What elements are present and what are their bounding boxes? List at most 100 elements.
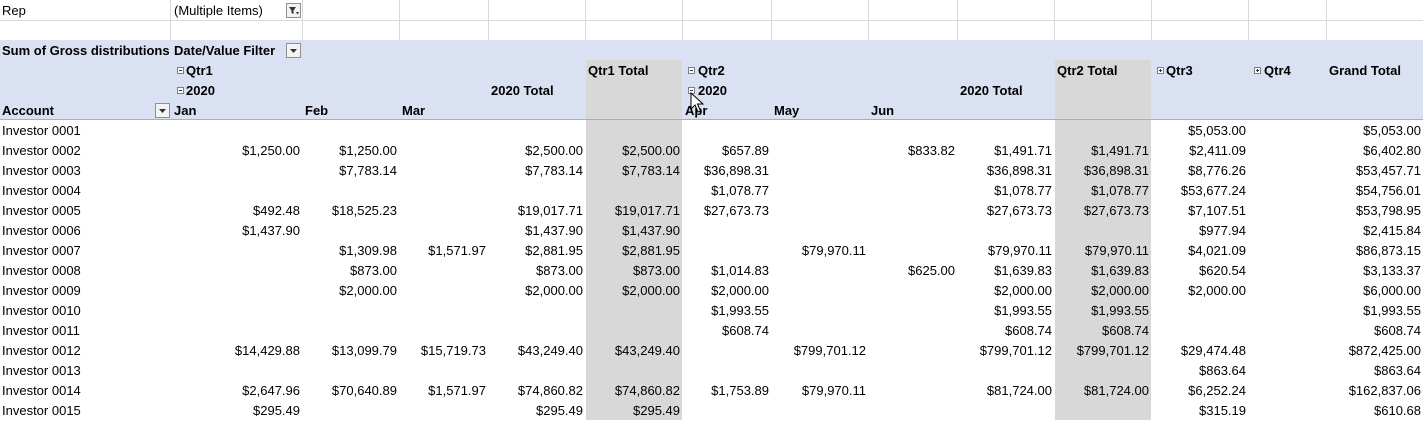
value-cell-q4[interactable] bbox=[1248, 181, 1324, 201]
value-cell-gt[interactable]: $6,000.00 bbox=[1363, 283, 1421, 298]
value-cell-jan[interactable] bbox=[170, 321, 300, 341]
value-cell-jun[interactable] bbox=[868, 361, 955, 381]
value-cell-q4[interactable] bbox=[1248, 341, 1324, 361]
value-cell-gt[interactable]: $53,798.95 bbox=[1355, 203, 1421, 218]
value-cell-q2t[interactable] bbox=[1054, 221, 1149, 241]
value-cell-q2t[interactable]: $1,993.55 bbox=[1091, 303, 1149, 318]
value-cell-jun[interactable] bbox=[868, 201, 955, 221]
value-cell-may[interactable] bbox=[771, 181, 866, 201]
expand-qtr3-toggle[interactable] bbox=[1157, 67, 1164, 74]
value-cell-apr[interactable] bbox=[682, 401, 769, 421]
values-field-label[interactable]: Sum of Gross distributions bbox=[2, 43, 170, 58]
value-cell-q2t[interactable]: $81,724.00 bbox=[1083, 383, 1149, 398]
value-cell-jun[interactable]: $833.82 bbox=[908, 143, 955, 158]
value-cell-feb[interactable]: $873.00 bbox=[350, 263, 397, 278]
value-cell-feb[interactable] bbox=[302, 321, 397, 341]
value-cell-jan[interactable] bbox=[170, 181, 300, 201]
value-cell-y1[interactable]: $19,017.71 bbox=[517, 203, 583, 218]
value-cell-y1[interactable] bbox=[488, 301, 583, 321]
value-cell-y2[interactable]: $1,491.71 bbox=[994, 143, 1052, 158]
value-cell-q2t[interactable]: $799,701.12 bbox=[1076, 343, 1149, 358]
value-cell-jun[interactable]: $625.00 bbox=[908, 263, 955, 278]
value-cell-q4[interactable] bbox=[1248, 301, 1324, 321]
value-cell-q4[interactable] bbox=[1248, 201, 1324, 221]
column-filter-label[interactable]: Date/Value Filter bbox=[174, 43, 276, 58]
value-cell-q1t[interactable]: $2,500.00 bbox=[622, 143, 680, 158]
value-cell-jan[interactable] bbox=[170, 281, 300, 301]
value-cell-q4[interactable] bbox=[1248, 221, 1324, 241]
value-cell-feb[interactable] bbox=[302, 181, 397, 201]
value-cell-feb[interactable]: $1,309.98 bbox=[339, 243, 397, 258]
value-cell-may[interactable] bbox=[771, 401, 866, 421]
value-cell-q1t[interactable] bbox=[585, 301, 680, 321]
value-cell-q1t[interactable]: $74,860.82 bbox=[614, 383, 680, 398]
value-cell-jan[interactable]: $1,250.00 bbox=[242, 143, 300, 158]
value-cell-y1[interactable]: $7,783.14 bbox=[525, 163, 583, 178]
value-cell-mar[interactable] bbox=[399, 161, 486, 181]
value-cell-jun[interactable] bbox=[868, 401, 955, 421]
value-cell-feb[interactable]: $13,099.79 bbox=[331, 343, 397, 358]
value-cell-jan[interactable] bbox=[170, 361, 300, 381]
value-cell-y1[interactable] bbox=[488, 121, 583, 141]
value-cell-feb[interactable] bbox=[302, 221, 397, 241]
value-cell-q4[interactable] bbox=[1248, 361, 1324, 381]
value-cell-y2[interactable]: $27,673.73 bbox=[986, 203, 1052, 218]
value-cell-mar[interactable]: $1,571.97 bbox=[428, 383, 486, 398]
value-cell-apr[interactable] bbox=[682, 221, 769, 241]
value-cell-q3[interactable]: $6,252.24 bbox=[1188, 383, 1246, 398]
value-cell-mar[interactable] bbox=[399, 121, 486, 141]
value-cell-gt[interactable]: $6,402.80 bbox=[1363, 143, 1421, 158]
value-cell-q3[interactable]: $863.64 bbox=[1199, 363, 1246, 378]
value-cell-q2t[interactable]: $36,898.31 bbox=[1083, 163, 1149, 178]
value-cell-y2[interactable] bbox=[957, 401, 1052, 421]
account-cell[interactable]: Investor 0008 bbox=[2, 263, 81, 278]
value-cell-q3[interactable]: $29,474.48 bbox=[1180, 343, 1246, 358]
value-cell-y2[interactable]: $79,970.11 bbox=[987, 243, 1052, 258]
value-cell-q1t[interactable]: $1,437.90 bbox=[622, 223, 680, 238]
account-cell[interactable]: Investor 0015 bbox=[2, 403, 81, 418]
value-cell-q2t[interactable]: $79,970.11 bbox=[1084, 243, 1149, 258]
value-cell-feb[interactable]: $2,000.00 bbox=[339, 283, 397, 298]
value-cell-q2t[interactable]: $608.74 bbox=[1102, 323, 1149, 338]
value-cell-feb[interactable]: $18,525.23 bbox=[331, 203, 397, 218]
value-cell-q1t[interactable]: $2,000.00 bbox=[622, 283, 680, 298]
value-cell-feb[interactable] bbox=[302, 361, 397, 381]
value-cell-jan[interactable] bbox=[170, 261, 300, 281]
value-cell-feb[interactable]: $1,250.00 bbox=[339, 143, 397, 158]
value-cell-y2[interactable]: $1,993.55 bbox=[994, 303, 1052, 318]
value-cell-y2[interactable]: $36,898.31 bbox=[986, 163, 1052, 178]
value-cell-apr[interactable]: $1,014.83 bbox=[711, 263, 769, 278]
value-cell-gt[interactable]: $610.68 bbox=[1374, 403, 1421, 418]
value-cell-q2t[interactable]: $2,000.00 bbox=[1091, 283, 1149, 298]
value-cell-jun[interactable] bbox=[868, 221, 955, 241]
value-cell-q3[interactable]: $2,411.09 bbox=[1189, 143, 1246, 158]
value-cell-may[interactable] bbox=[771, 361, 866, 381]
account-cell[interactable]: Investor 0009 bbox=[2, 283, 81, 298]
value-cell-q1t[interactable]: $2,881.95 bbox=[622, 243, 680, 258]
value-cell-q4[interactable] bbox=[1248, 261, 1324, 281]
value-cell-y2[interactable]: $608.74 bbox=[1005, 323, 1052, 338]
account-cell[interactable]: Investor 0010 bbox=[2, 303, 81, 318]
value-cell-may[interactable]: $79,970.11 bbox=[801, 383, 866, 398]
value-cell-q2t[interactable]: $27,673.73 bbox=[1083, 203, 1149, 218]
value-cell-y1[interactable] bbox=[488, 361, 583, 381]
value-cell-feb[interactable]: $7,783.14 bbox=[339, 163, 397, 178]
value-cell-q2t[interactable]: $1,491.71 bbox=[1091, 143, 1149, 158]
column-filter-dropdown[interactable] bbox=[286, 43, 301, 58]
account-cell[interactable]: Investor 0004 bbox=[2, 183, 81, 198]
value-cell-jan[interactable]: $295.49 bbox=[253, 403, 300, 418]
value-cell-y1[interactable]: $74,860.82 bbox=[517, 383, 583, 398]
value-cell-may[interactable]: $79,970.11 bbox=[801, 243, 866, 258]
value-cell-y2[interactable]: $1,078.77 bbox=[994, 183, 1052, 198]
value-cell-y1[interactable]: $873.00 bbox=[536, 263, 583, 278]
value-cell-jun[interactable] bbox=[868, 241, 955, 261]
value-cell-q2t[interactable]: $1,639.83 bbox=[1091, 263, 1149, 278]
collapse-2020-q1-toggle[interactable] bbox=[177, 87, 184, 94]
value-cell-mar[interactable] bbox=[399, 301, 486, 321]
value-cell-gt[interactable]: $5,053.00 bbox=[1363, 123, 1421, 138]
value-cell-gt[interactable]: $86,873.15 bbox=[1355, 243, 1421, 258]
value-cell-jan[interactable]: $492.48 bbox=[253, 203, 300, 218]
value-cell-apr[interactable] bbox=[682, 241, 769, 261]
value-cell-apr[interactable]: $608.74 bbox=[722, 323, 769, 338]
value-cell-apr[interactable] bbox=[682, 121, 769, 141]
